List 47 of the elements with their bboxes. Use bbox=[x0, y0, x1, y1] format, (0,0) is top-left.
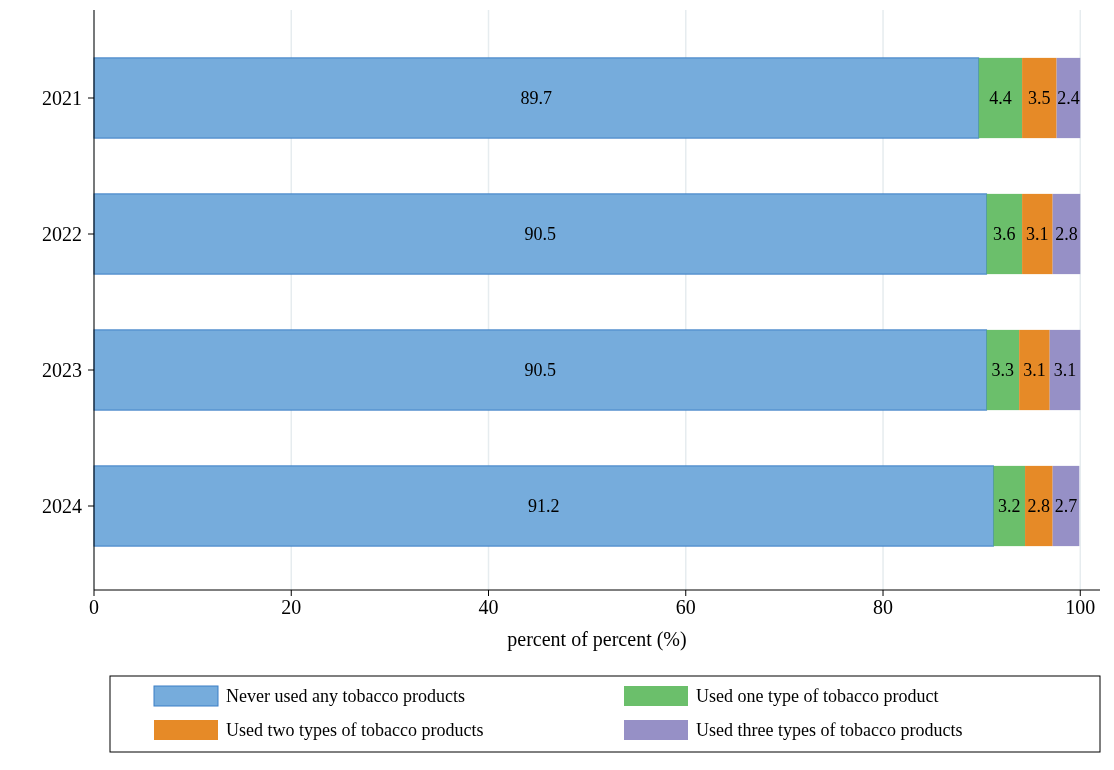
bar bbox=[93, 57, 980, 139]
y-tick-label: 2021 bbox=[42, 87, 82, 109]
data-label: 2.8 bbox=[1055, 224, 1078, 244]
data-label: 90.5 bbox=[524, 360, 557, 380]
legend-label: Used two types of tobacco products bbox=[226, 720, 484, 740]
x-tick-label: 40 bbox=[478, 596, 499, 618]
bar bbox=[93, 193, 988, 275]
bar bbox=[1049, 329, 1081, 411]
bar bbox=[1052, 193, 1081, 275]
x-tick-label: 80 bbox=[873, 596, 894, 618]
bar bbox=[1056, 57, 1081, 139]
bar bbox=[1019, 329, 1050, 411]
bar bbox=[1052, 465, 1080, 547]
x-tick-label: 0 bbox=[89, 596, 99, 618]
data-label: 2.8 bbox=[1027, 496, 1051, 516]
data-label: 89.7 bbox=[520, 88, 553, 108]
bar bbox=[993, 465, 1026, 547]
data-label: 90.5 bbox=[524, 224, 557, 244]
legend-label: Used three types of tobacco products bbox=[696, 720, 963, 740]
data-label: 4.4 bbox=[989, 88, 1012, 108]
x-tick-label: 60 bbox=[675, 596, 696, 618]
x-axis-title: percent of percent (%) bbox=[507, 628, 687, 651]
bar bbox=[978, 57, 1023, 139]
bar bbox=[1025, 465, 1053, 547]
y-tick-label: 2024 bbox=[42, 495, 82, 517]
data-label: 2.7 bbox=[1054, 496, 1078, 516]
data-label: 91.2 bbox=[527, 496, 560, 516]
data-label: 3.1 bbox=[1026, 224, 1049, 244]
bar bbox=[1022, 193, 1053, 275]
y-tick-label: 2023 bbox=[42, 359, 82, 381]
bar bbox=[93, 465, 994, 547]
bar bbox=[986, 193, 1023, 275]
data-label: 3.5 bbox=[1028, 88, 1051, 108]
y-tick-label: 2022 bbox=[42, 223, 82, 245]
data-label: 3.6 bbox=[993, 224, 1016, 244]
data-label: 2.4 bbox=[1057, 88, 1080, 108]
bar bbox=[1022, 57, 1057, 139]
x-tick-label: 20 bbox=[281, 596, 302, 618]
data-label: 3.1 bbox=[1023, 360, 1046, 380]
data-label: 3.2 bbox=[998, 496, 1021, 516]
legend-label: Never used any tobacco products bbox=[226, 686, 465, 706]
bar bbox=[93, 329, 988, 411]
bar bbox=[986, 329, 1020, 411]
data-label: 3.3 bbox=[991, 360, 1015, 380]
legend-label: Used one type of tobacco product bbox=[696, 686, 939, 706]
data-label: 3.1 bbox=[1053, 360, 1077, 380]
x-tick-label: 100 bbox=[1065, 596, 1096, 618]
